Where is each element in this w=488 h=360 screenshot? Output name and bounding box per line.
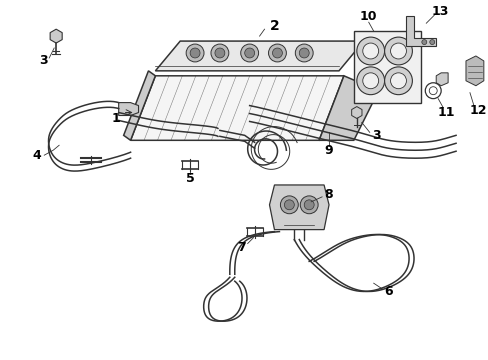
Circle shape [421, 40, 426, 45]
Circle shape [210, 44, 228, 62]
Circle shape [215, 48, 224, 58]
Polygon shape [351, 107, 361, 118]
Circle shape [390, 73, 406, 89]
Circle shape [280, 196, 298, 214]
Polygon shape [269, 185, 328, 230]
Polygon shape [435, 73, 447, 86]
Polygon shape [319, 76, 378, 140]
Circle shape [356, 67, 384, 95]
Text: 13: 13 [430, 5, 448, 18]
Bar [353, 31, 421, 103]
Polygon shape [50, 29, 62, 43]
Circle shape [268, 44, 286, 62]
Polygon shape [155, 41, 363, 71]
Text: 4: 4 [32, 149, 41, 162]
Text: 9: 9 [324, 144, 333, 157]
Polygon shape [123, 71, 155, 140]
Polygon shape [130, 76, 343, 140]
Circle shape [362, 43, 378, 59]
Text: 1: 1 [111, 112, 120, 125]
Text: 7: 7 [237, 241, 245, 254]
Circle shape [284, 200, 294, 210]
Circle shape [304, 200, 313, 210]
Circle shape [244, 48, 254, 58]
Text: 3: 3 [39, 54, 47, 67]
Circle shape [356, 37, 384, 65]
Circle shape [272, 48, 282, 58]
Circle shape [384, 37, 411, 65]
Polygon shape [119, 103, 138, 116]
Circle shape [384, 67, 411, 95]
Text: 6: 6 [384, 285, 392, 298]
Text: 3: 3 [371, 129, 380, 142]
Text: 2: 2 [269, 19, 279, 33]
Circle shape [299, 48, 308, 58]
Text: 12: 12 [468, 104, 486, 117]
Circle shape [429, 40, 434, 45]
Polygon shape [465, 56, 483, 86]
Circle shape [186, 44, 203, 62]
Circle shape [190, 48, 200, 58]
Circle shape [240, 44, 258, 62]
Polygon shape [406, 16, 435, 46]
Circle shape [362, 73, 378, 89]
Circle shape [390, 43, 406, 59]
Text: 10: 10 [359, 10, 377, 23]
Text: 11: 11 [436, 106, 454, 119]
Text: 8: 8 [324, 188, 333, 201]
Circle shape [300, 196, 318, 214]
Text: 5: 5 [185, 171, 194, 185]
Circle shape [295, 44, 312, 62]
